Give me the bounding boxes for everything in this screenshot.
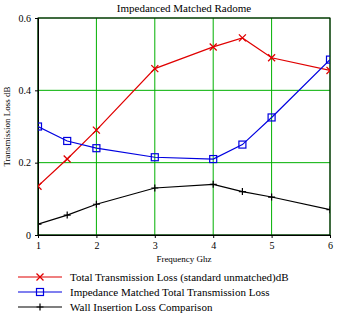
legend-marker [37, 274, 44, 281]
tick-label: 0 [26, 230, 31, 241]
tick: 1 [36, 235, 41, 251]
legend-label: Wall Insertion Loss Comparison [70, 301, 213, 313]
tick-mark [96, 235, 97, 238]
marker [239, 188, 246, 195]
legend-label: Total Transmission Loss (standard unmatc… [70, 271, 289, 284]
x-axis-title: Frequency Ghz [156, 254, 211, 264]
marker [268, 114, 275, 121]
tick: 2 [94, 235, 99, 251]
series-line [38, 184, 330, 224]
axis-line [35, 19, 39, 236]
legend-marker [37, 304, 44, 311]
marker [327, 67, 331, 74]
grid [38, 18, 330, 235]
y-axis: 0 0.2 0.4 0.6 [19, 13, 39, 241]
tick-label: 6 [328, 240, 333, 251]
marker [38, 123, 42, 130]
marker [93, 201, 100, 208]
tick-mark [330, 235, 331, 238]
tick-label: 0.4 [19, 85, 32, 96]
marker [268, 194, 275, 201]
y-axis-title: Transmission Loss dB [2, 86, 12, 166]
marker [210, 43, 217, 50]
tick-mark [35, 163, 38, 164]
grid-line [154, 18, 155, 235]
tick-label: 5 [270, 240, 275, 251]
tick-label: 4 [211, 240, 216, 251]
axis-line [39, 236, 331, 239]
series-line [38, 38, 330, 186]
tick: 0.6 [19, 13, 39, 24]
marker [151, 154, 158, 161]
series-line [38, 60, 330, 159]
tick-mark [35, 235, 38, 236]
chart: 1 2 3 4 5 6 0 0.2 0.4 0.6 Impedanced Matched Radom… [0, 0, 346, 318]
tick: 3 [153, 235, 158, 251]
tick-label: 1 [36, 240, 41, 251]
title: Impedanced Matched Radome [117, 2, 252, 14]
marker [210, 181, 217, 188]
marker [151, 184, 158, 191]
marker [327, 206, 331, 213]
marker [268, 54, 275, 61]
tick: 0 [26, 230, 38, 241]
tick-label: 3 [153, 240, 158, 251]
tick-mark [213, 235, 214, 238]
tick: 5 [270, 235, 275, 251]
marker [38, 183, 42, 190]
marker [239, 141, 246, 148]
marker [64, 212, 71, 219]
tick-mark [155, 235, 156, 238]
legend-marker [37, 289, 44, 296]
tick-mark [272, 235, 273, 238]
plot: 1 2 3 4 5 6 0 0.2 0.4 0.6 [19, 13, 334, 251]
marker [64, 137, 71, 144]
marker [93, 127, 100, 134]
marker [151, 65, 158, 72]
legend-line [18, 291, 62, 292]
plot-frame [38, 18, 330, 235]
tick: 4 [211, 235, 216, 251]
marker [239, 34, 246, 41]
tick-label: 2 [94, 240, 99, 251]
marker [327, 56, 331, 63]
x-axis: 1 2 3 4 5 6 [36, 235, 333, 251]
tick: 6 [328, 235, 333, 251]
grid-line [213, 18, 214, 235]
tick: 0.2 [19, 157, 39, 168]
tick-mark [35, 90, 38, 91]
grid-line [38, 90, 330, 91]
marker [64, 156, 71, 163]
marker [38, 221, 42, 228]
series-layer [38, 34, 330, 227]
grid-line [38, 162, 330, 163]
legend-label: Impedance Matched Total Transmission Los… [70, 286, 269, 298]
grid-line [271, 18, 272, 235]
tick-mark [35, 18, 38, 19]
tick: 0.4 [19, 85, 39, 96]
tick-label: 0.6 [19, 13, 32, 24]
marker [93, 145, 100, 152]
tick-label: 0.2 [19, 157, 32, 168]
marker [210, 156, 217, 163]
legend: Total Transmission Loss (standard unmatc… [18, 271, 289, 313]
